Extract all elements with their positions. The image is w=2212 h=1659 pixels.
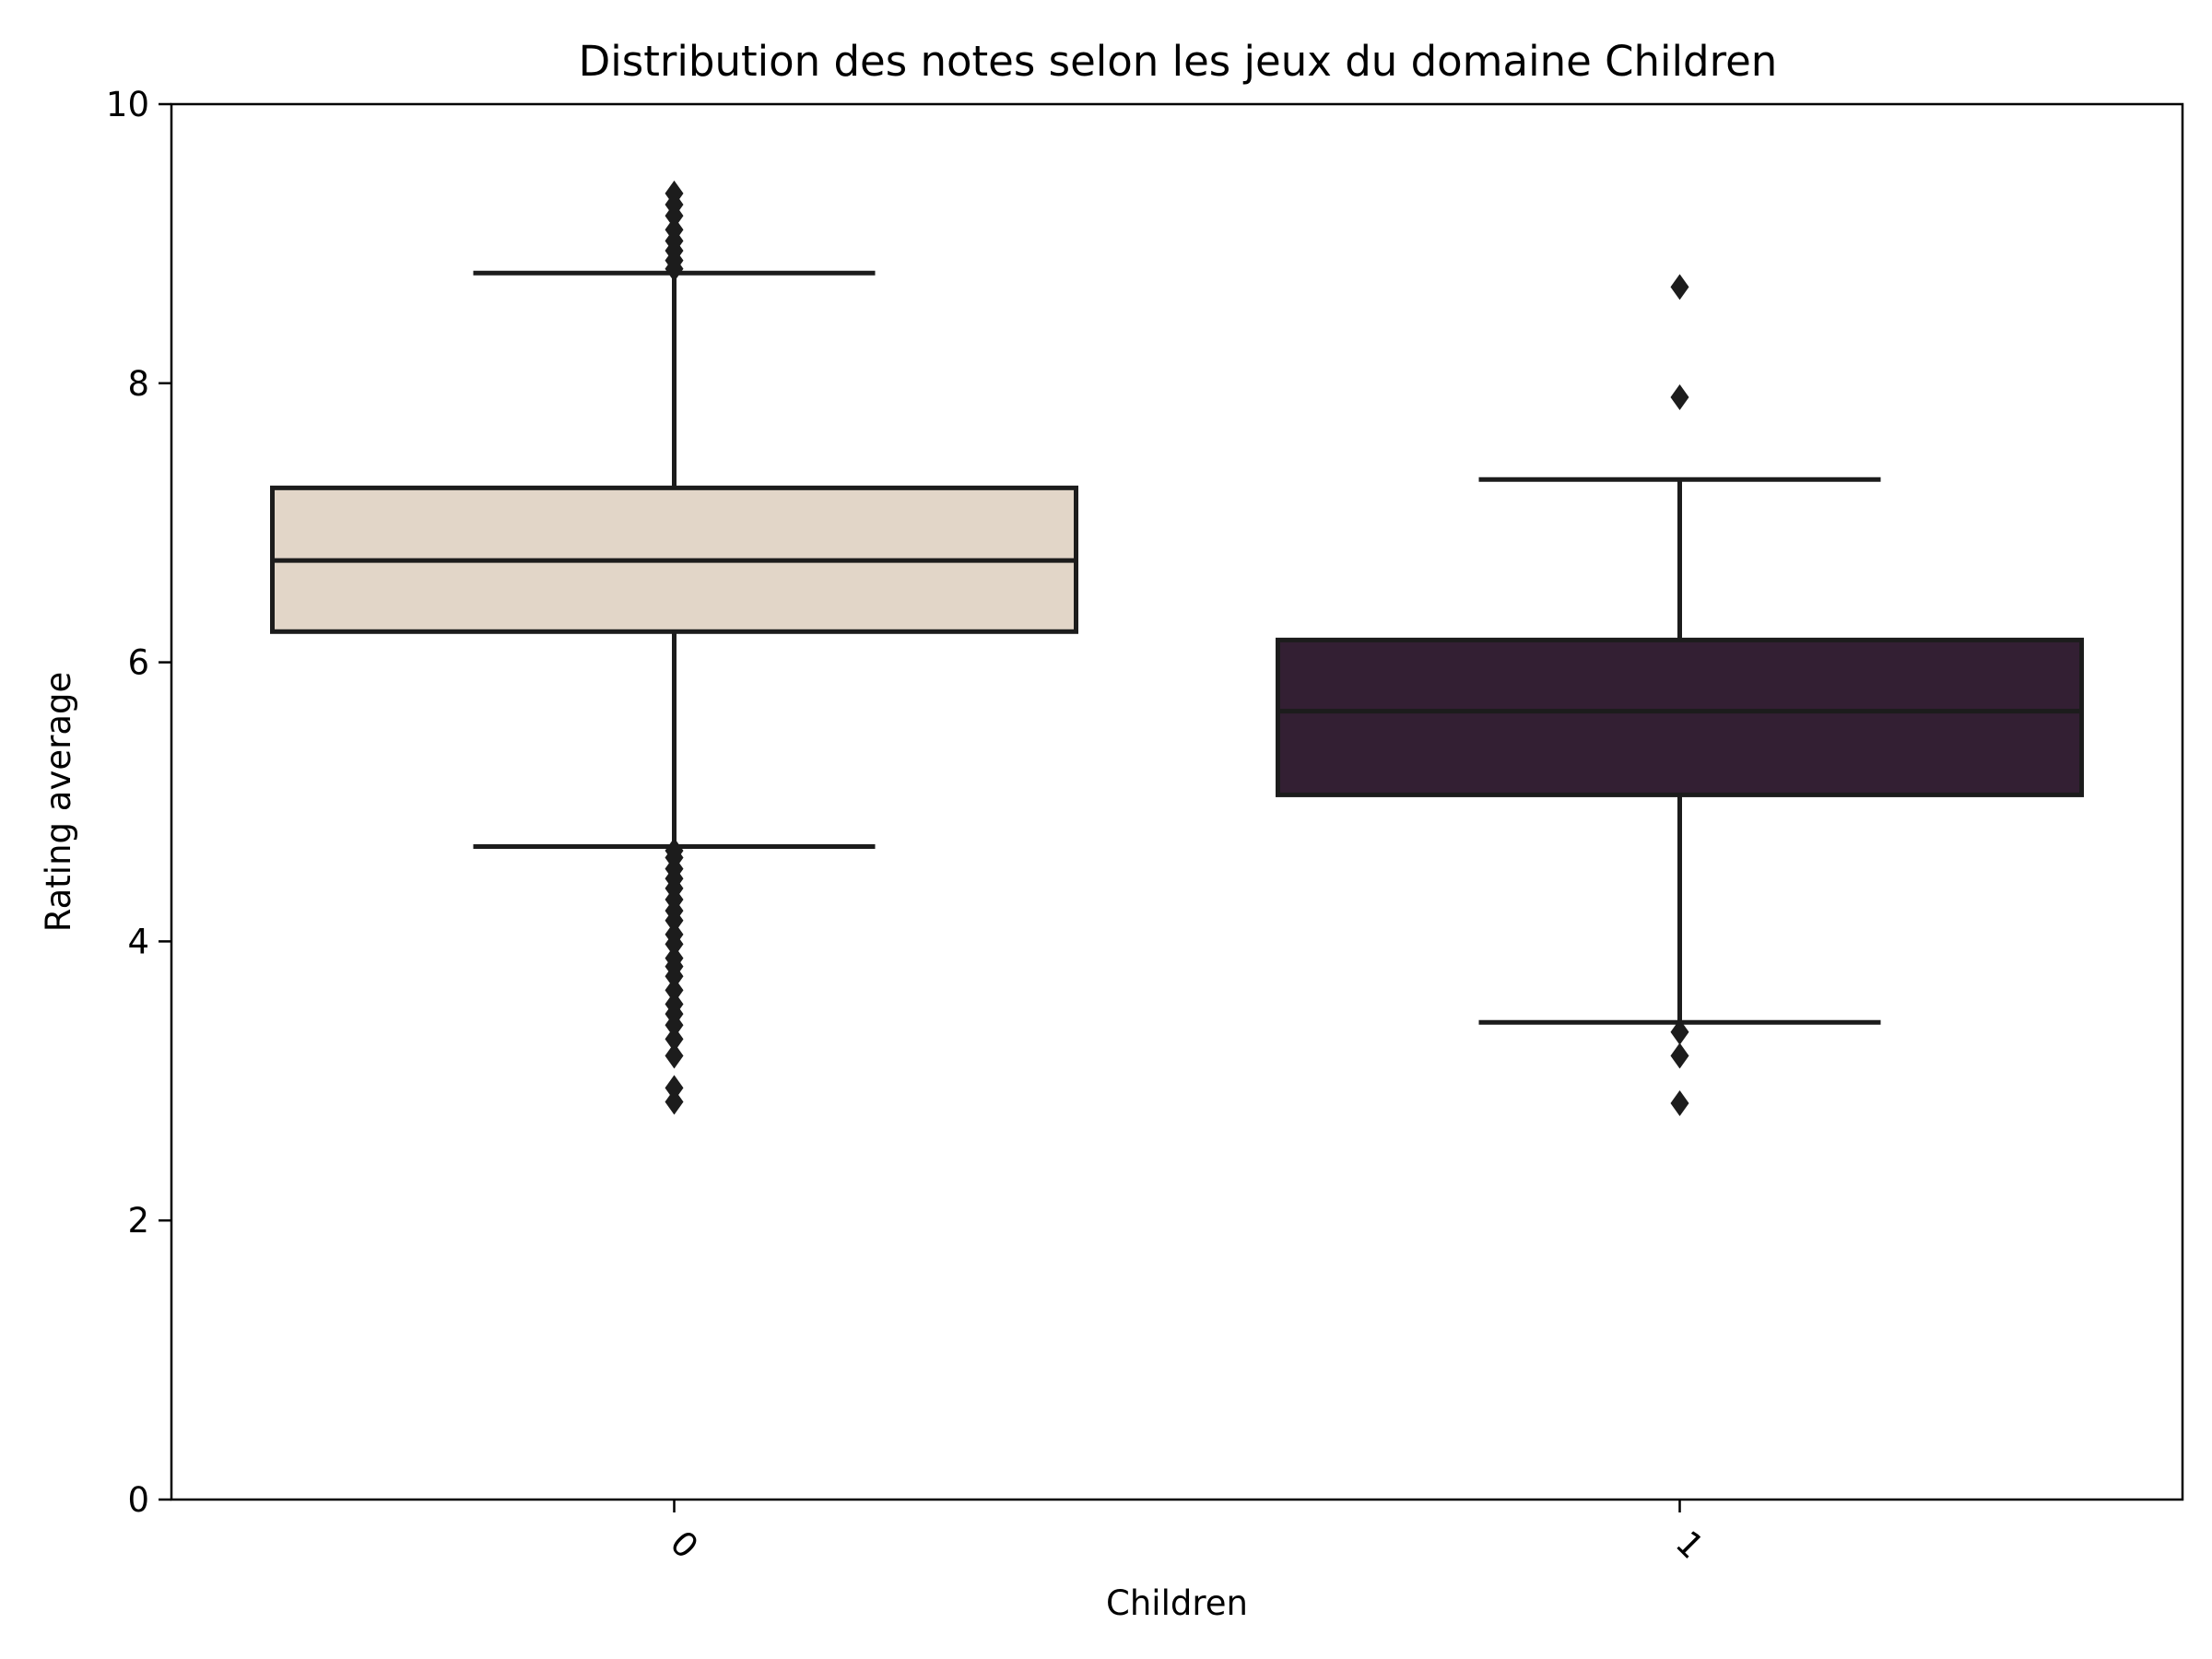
outlier-point	[665, 1026, 684, 1053]
plot-marks	[270, 180, 2084, 1117]
y-axis: 0 2 4 6 8 10	[106, 85, 171, 1520]
box-iqr	[1276, 637, 2084, 797]
outlier-point	[1670, 383, 1689, 410]
x-axis-label: Children	[1106, 1583, 1248, 1623]
plot-frame	[170, 102, 2184, 1501]
chart-title: Distribution des notes selon les jeux du…	[579, 37, 1778, 86]
y-tick-label: 2	[127, 1201, 149, 1241]
outlier-point	[1670, 274, 1689, 300]
outlier-point	[665, 945, 684, 971]
outlier-point	[1670, 1090, 1689, 1117]
outlier-point	[665, 1042, 684, 1069]
y-tick-label: 8	[127, 364, 149, 404]
box-group-1	[1276, 274, 2084, 1117]
outlier-point	[665, 921, 684, 947]
y-tick-label: 4	[127, 922, 149, 961]
outlier-point	[665, 1088, 684, 1115]
box-group-0	[270, 180, 1078, 1115]
outlier-point	[665, 1075, 684, 1101]
y-tick-label: 10	[106, 85, 149, 124]
outlier-point	[1670, 1018, 1689, 1045]
y-axis-label: Rating average	[39, 672, 78, 933]
outlier-point	[665, 991, 684, 1018]
y-tick-label: 6	[127, 643, 149, 683]
outlier-point	[665, 180, 684, 206]
outlier-point	[1670, 1042, 1689, 1069]
outlier-point	[665, 977, 684, 1004]
outlier-point	[665, 837, 684, 864]
y-tick-label: 0	[127, 1480, 149, 1520]
outlier-point	[665, 217, 684, 243]
